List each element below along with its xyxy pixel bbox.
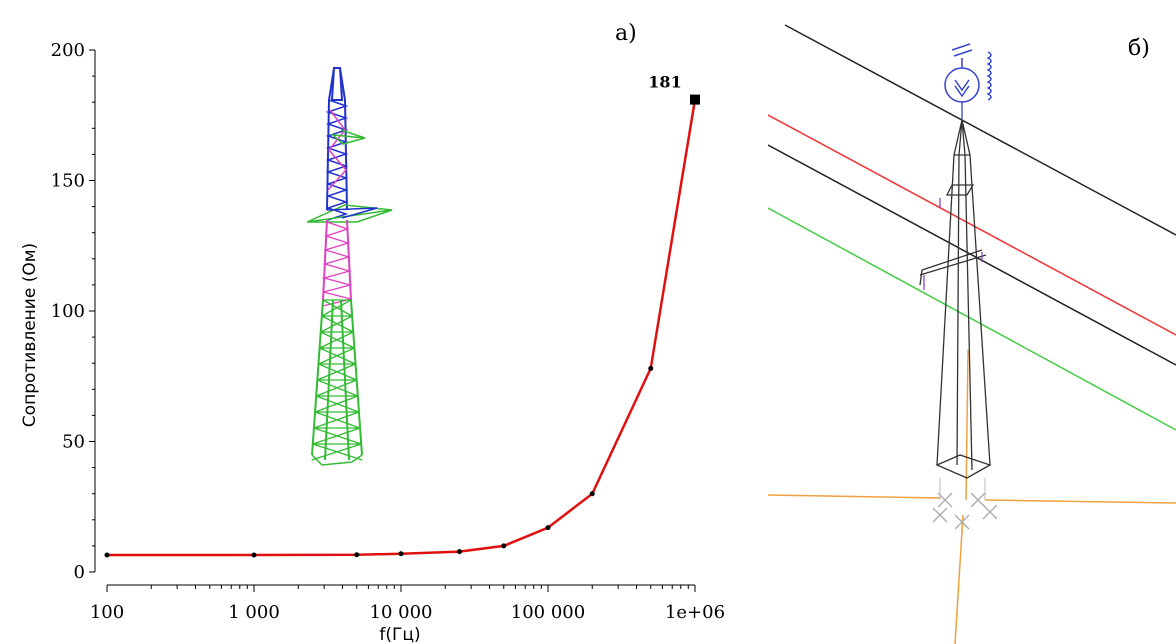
- panel-label-b: б): [1128, 36, 1150, 61]
- data-point: [456, 549, 462, 555]
- grounding-electrode: [970, 492, 986, 508]
- tower-3d-model: б): [768, 24, 1176, 644]
- x-tick-label: 10 000: [370, 602, 433, 623]
- model-clip-group: [768, 24, 1176, 644]
- x-tick-label: 1 000: [228, 602, 280, 623]
- model-lower-arm: [919, 249, 987, 286]
- tower-bottom-bracing: [311, 299, 363, 461]
- y-tick-label: 200: [51, 40, 85, 61]
- ground-line-right: [984, 499, 1176, 504]
- tower-mid-bracing: [321, 221, 353, 307]
- tower-base: [311, 454, 363, 466]
- data-point: [104, 552, 110, 558]
- tower-illustration: [306, 67, 393, 466]
- x-tick-label: 1e+06: [665, 602, 725, 623]
- grounding-electrode: [982, 504, 998, 520]
- phase-wire-green: [768, 207, 1176, 431]
- data-point: [251, 552, 257, 558]
- x-tick-label: 100: [90, 602, 124, 623]
- x-tick-label: 100 000: [511, 602, 585, 623]
- y-tick-label: 0: [74, 562, 85, 583]
- axes: 0 50 100 150 200 100 1 000 10 000 100 000 1e+06: [51, 40, 725, 623]
- lower-crossarm-green: [306, 204, 393, 223]
- data-points: [104, 94, 700, 558]
- y-axis-title: Сопротивление (Ом): [20, 243, 40, 427]
- lower-crossarm-blue: [326, 207, 378, 219]
- model-tower-legs: [936, 119, 991, 471]
- panel-label-a: а): [615, 21, 637, 46]
- grounding-electrode: [954, 514, 970, 530]
- series-polyline: [107, 99, 697, 557]
- tower-axis: [965, 349, 969, 501]
- ground-wire: [784, 24, 1176, 236]
- grounding-electrode: [932, 507, 948, 523]
- y-tick-label: 150: [51, 171, 85, 192]
- data-point: [648, 365, 654, 371]
- series-line: [107, 99, 697, 557]
- tower-bottom-legs: [311, 299, 363, 461]
- model-insulators: [923, 198, 983, 290]
- ground-symbol: [951, 43, 973, 68]
- model-drawing: [768, 24, 1176, 644]
- tower-mid-legs: [322, 219, 352, 301]
- ground-line-left: [768, 494, 941, 499]
- tower-top-bracing: [325, 99, 349, 221]
- model-upper-arm: [945, 154, 975, 196]
- source-symbol-arrows: [954, 79, 970, 98]
- upper-crossarm: [330, 129, 366, 145]
- data-label-181: 181: [648, 73, 681, 92]
- data-point: [501, 543, 507, 549]
- tower-peak: [330, 67, 344, 101]
- data-point: [545, 525, 551, 531]
- data-point: [398, 551, 404, 557]
- inductance-coil: [986, 51, 992, 101]
- model-base: [935, 454, 992, 479]
- tower-top-magenta: [327, 109, 347, 191]
- data-point: [589, 491, 595, 497]
- x-axis-title: f(Гц): [379, 625, 420, 644]
- data-point-end: [690, 94, 700, 105]
- annotation: 181: [648, 73, 681, 92]
- phase-wire-red: [768, 114, 1176, 336]
- y-tick-label: 100: [51, 301, 85, 322]
- ground-line-down: [954, 514, 964, 644]
- impedance-chart: Сопротивление (Ом) f(Гц) а) 0 50 100 150 200…: [20, 21, 725, 644]
- y-tick-label: 50: [62, 432, 85, 453]
- electrode-leads: [939, 478, 986, 500]
- data-point: [354, 552, 360, 558]
- phase-wire-dark: [768, 144, 1176, 366]
